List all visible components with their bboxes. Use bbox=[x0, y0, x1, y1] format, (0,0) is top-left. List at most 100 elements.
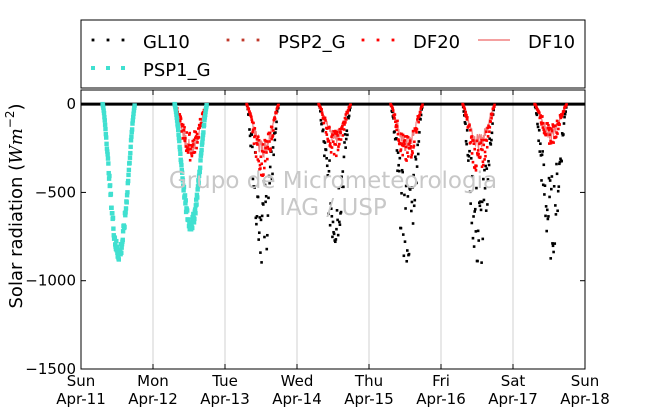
data-point bbox=[550, 187, 553, 191]
data-point bbox=[114, 238, 119, 244]
data-point bbox=[342, 185, 345, 189]
data-point bbox=[181, 137, 185, 140]
data-point bbox=[178, 113, 182, 116]
data-point bbox=[112, 236, 118, 241]
data-point bbox=[474, 169, 478, 172]
data-point bbox=[464, 139, 468, 143]
data-point bbox=[555, 119, 559, 123]
data-point bbox=[334, 238, 338, 241]
data-point bbox=[334, 143, 338, 146]
data-point bbox=[330, 135, 333, 139]
legend-swatch bbox=[376, 38, 380, 42]
data-point bbox=[403, 135, 407, 138]
data-point bbox=[102, 118, 107, 123]
data-point bbox=[344, 113, 348, 116]
data-point bbox=[273, 138, 277, 142]
data-point bbox=[331, 220, 335, 224]
data-point bbox=[179, 163, 184, 168]
data-point bbox=[556, 189, 560, 193]
legend-swatch bbox=[121, 38, 125, 42]
data-point bbox=[260, 162, 264, 166]
data-point bbox=[479, 208, 483, 212]
data-point bbox=[551, 244, 555, 248]
data-point bbox=[186, 151, 190, 154]
data-point bbox=[255, 215, 259, 218]
data-point bbox=[263, 159, 267, 163]
data-point bbox=[411, 222, 415, 225]
data-point bbox=[491, 112, 494, 116]
data-point bbox=[469, 202, 472, 205]
data-point bbox=[344, 146, 347, 149]
data-point bbox=[464, 110, 467, 114]
legend-item-psp2-g: PSP2_G bbox=[226, 32, 346, 53]
data-point bbox=[254, 155, 258, 158]
data-point bbox=[540, 123, 543, 126]
data-point bbox=[399, 226, 403, 230]
x-tick-label-date: Apr-16 bbox=[416, 390, 466, 408]
data-point bbox=[324, 119, 327, 122]
data-point bbox=[482, 143, 486, 147]
data-point bbox=[480, 138, 483, 142]
data-point bbox=[539, 142, 542, 145]
data-point bbox=[324, 131, 328, 134]
data-point bbox=[549, 139, 552, 143]
data-point bbox=[332, 230, 335, 234]
data-point bbox=[104, 135, 109, 140]
data-point bbox=[546, 126, 550, 130]
data-point bbox=[541, 150, 544, 153]
data-point bbox=[196, 173, 202, 179]
data-point bbox=[469, 128, 472, 132]
data-point bbox=[476, 229, 480, 233]
data-point bbox=[323, 116, 327, 120]
data-point bbox=[471, 174, 474, 178]
data-point bbox=[474, 230, 478, 233]
data-point bbox=[262, 203, 265, 206]
data-point bbox=[253, 186, 256, 189]
data-point bbox=[250, 118, 254, 121]
legend-swatch bbox=[241, 38, 245, 42]
data-point bbox=[401, 233, 405, 236]
data-point bbox=[478, 204, 482, 208]
data-point bbox=[419, 118, 422, 121]
data-point bbox=[271, 146, 275, 149]
data-point bbox=[179, 167, 184, 173]
data-point bbox=[414, 155, 417, 159]
x-tick-label-date: Apr-15 bbox=[344, 390, 394, 408]
data-point bbox=[246, 104, 249, 108]
data-point bbox=[416, 143, 419, 147]
data-point bbox=[463, 121, 467, 124]
data-point bbox=[255, 222, 258, 226]
data-point bbox=[176, 132, 181, 137]
data-point bbox=[195, 132, 199, 136]
data-point bbox=[484, 154, 487, 158]
data-point bbox=[175, 124, 181, 129]
data-series bbox=[81, 101, 585, 264]
legend-swatch bbox=[106, 38, 110, 42]
data-point bbox=[102, 114, 107, 120]
data-point bbox=[260, 214, 264, 218]
data-point bbox=[554, 124, 557, 127]
data-point bbox=[541, 183, 545, 187]
data-point bbox=[345, 129, 349, 132]
data-point bbox=[178, 119, 182, 123]
data-point bbox=[129, 127, 135, 132]
data-point bbox=[396, 119, 399, 123]
data-point bbox=[126, 167, 132, 173]
data-point bbox=[262, 179, 266, 183]
data-point bbox=[132, 105, 137, 111]
data-point bbox=[416, 118, 419, 121]
data-point bbox=[413, 140, 416, 144]
data-point bbox=[103, 131, 109, 137]
data-point bbox=[538, 111, 541, 115]
data-point bbox=[541, 122, 545, 125]
data-point bbox=[259, 167, 262, 170]
data-point bbox=[328, 223, 332, 227]
data-point bbox=[464, 122, 467, 126]
data-point bbox=[396, 132, 400, 136]
data-point bbox=[194, 135, 198, 138]
data-point bbox=[483, 168, 486, 172]
data-point bbox=[335, 130, 339, 134]
data-point bbox=[551, 123, 555, 126]
data-point bbox=[547, 124, 550, 127]
data-point bbox=[536, 122, 539, 126]
